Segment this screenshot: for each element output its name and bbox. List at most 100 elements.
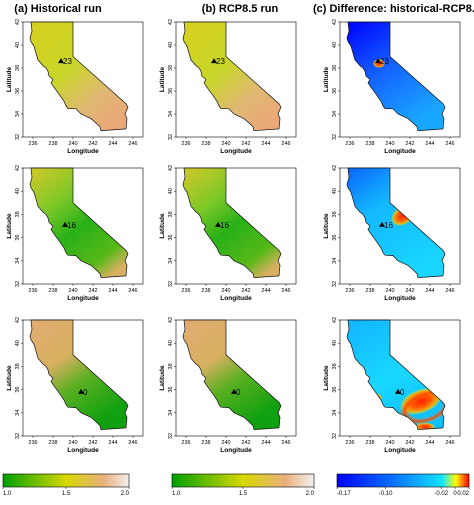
x-tick-label: 246 — [445, 288, 454, 294]
california-field — [183, 320, 281, 430]
y-axis-label: Latitude — [323, 213, 330, 239]
y-tick-label: 42 — [332, 317, 338, 323]
y-tick-label: 34 — [15, 258, 21, 264]
x-tick-label: 244 — [261, 141, 270, 147]
california-outline — [346, 319, 446, 430]
california-field — [30, 320, 128, 430]
y-tick-label: 36 — [332, 387, 338, 393]
x-tick-label: 240 — [221, 141, 230, 147]
x-tick-label: 244 — [425, 141, 434, 147]
colorbar: -0.17 -0.10 -0.02 0 0.02 — [336, 473, 470, 497]
column-title: (b) RCP8.5 run — [202, 3, 279, 15]
y-axis-label: Latitude — [159, 213, 166, 239]
colorbar-tick-label: -0.02 — [434, 491, 448, 497]
y-tick-label: 34 — [15, 111, 21, 117]
site-label: 16 — [67, 221, 76, 230]
y-tick-label: 38 — [168, 65, 174, 71]
x-tick-label: 242 — [405, 288, 414, 294]
x-tick-label: 244 — [261, 440, 270, 446]
y-axis-label: Latitude — [159, 365, 166, 391]
map-panel: 0 236 238 240 242 244 246 Longitude 32 34 36 38 40 42… — [159, 317, 297, 454]
x-tick-label: 246 — [128, 288, 137, 294]
map-panel: 16 236 238 240 242 244 246 Longitude 32 34 36 38 40 4… — [159, 165, 297, 302]
y-axis-label: Latitude — [323, 365, 330, 391]
y-tick-label: 42 — [15, 19, 21, 25]
x-tick-label: 240 — [68, 440, 77, 446]
y-tick-label: 34 — [168, 258, 174, 264]
y-tick-label: 38 — [168, 211, 174, 217]
y-tick-label: 38 — [168, 363, 174, 369]
x-axis-label: Longitude — [67, 295, 99, 302]
x-tick-label: 244 — [425, 440, 434, 446]
y-tick-label: 40 — [332, 340, 338, 346]
x-tick-label: 236 — [345, 141, 354, 147]
x-tick-label: 236 — [28, 288, 37, 294]
colorbar-gradient — [2, 473, 130, 488]
x-tick-label: 244 — [425, 288, 434, 294]
site-marker — [395, 388, 401, 394]
map-panel: 16 236 238 240 242 244 246 Longitude 32 34 36 38 40 4… — [323, 165, 461, 302]
y-tick-label: 32 — [332, 134, 338, 140]
x-tick-label: 242 — [241, 141, 250, 147]
x-tick-label: 240 — [385, 440, 394, 446]
x-tick-label: 236 — [345, 288, 354, 294]
site-marker — [58, 58, 64, 64]
california-outline — [182, 167, 282, 278]
x-axis-label: Longitude — [220, 295, 252, 302]
y-tick-label: 34 — [168, 111, 174, 117]
california-field — [30, 168, 128, 278]
x-tick-label: 236 — [345, 440, 354, 446]
y-axis-label: Latitude — [159, 66, 166, 92]
x-tick-label: 236 — [181, 288, 190, 294]
x-tick-label: 240 — [221, 288, 230, 294]
y-tick-label: 38 — [332, 363, 338, 369]
y-tick-label: 36 — [15, 88, 21, 94]
colorbar-tick-label: 2.0 — [306, 491, 315, 497]
x-axis-label: Longitude — [220, 148, 252, 155]
x-tick-label: 240 — [68, 141, 77, 147]
x-tick-label: 238 — [365, 288, 374, 294]
y-tick-label: 34 — [332, 111, 338, 117]
x-tick-label: 240 — [385, 141, 394, 147]
y-tick-label: 36 — [168, 235, 174, 241]
x-tick-label: 238 — [48, 288, 57, 294]
x-tick-label: 242 — [88, 288, 97, 294]
california-field — [30, 22, 128, 131]
x-tick-label: 244 — [108, 141, 117, 147]
site-label: 23 — [380, 57, 389, 66]
site-marker — [62, 221, 68, 227]
california-outline — [346, 21, 446, 132]
california-outline — [182, 319, 282, 430]
x-tick-label: 244 — [108, 440, 117, 446]
site-marker — [375, 58, 381, 64]
y-tick-label: 38 — [15, 65, 21, 71]
california-outline — [29, 167, 129, 278]
y-tick-label: 42 — [332, 165, 338, 171]
y-tick-label: 32 — [15, 433, 21, 439]
y-tick-label: 32 — [168, 134, 174, 140]
colorbar-tick-label: 1.0 — [172, 491, 181, 497]
y-tick-label: 42 — [168, 317, 174, 323]
y-tick-label: 34 — [332, 258, 338, 264]
site-label: 0 — [236, 388, 241, 397]
colorbar-tick-label: -0.10 — [379, 491, 393, 497]
y-axis-label: Latitude — [6, 66, 13, 92]
site-label: 16 — [384, 221, 393, 230]
x-tick-label: 242 — [241, 440, 250, 446]
site-label: 0 — [83, 388, 88, 397]
colorbar-tick-label: 1.0 — [3, 491, 12, 497]
y-tick-label: 32 — [15, 134, 21, 140]
x-tick-label: 244 — [261, 288, 270, 294]
column-title: (c) Difference: historical-RCP8.5 — [313, 3, 474, 15]
x-tick-label: 236 — [181, 141, 190, 147]
hotspot — [373, 58, 385, 68]
map-panel: 0 236 238 240 242 244 246 Longitude 32 34 36 38 40 42… — [6, 317, 144, 454]
y-tick-label: 42 — [15, 165, 21, 171]
x-tick-label: 246 — [128, 440, 137, 446]
y-tick-label: 32 — [332, 433, 338, 439]
y-tick-label: 32 — [168, 281, 174, 287]
x-tick-label: 246 — [445, 141, 454, 147]
x-tick-label: 246 — [281, 141, 290, 147]
site-label: 23 — [216, 57, 225, 66]
